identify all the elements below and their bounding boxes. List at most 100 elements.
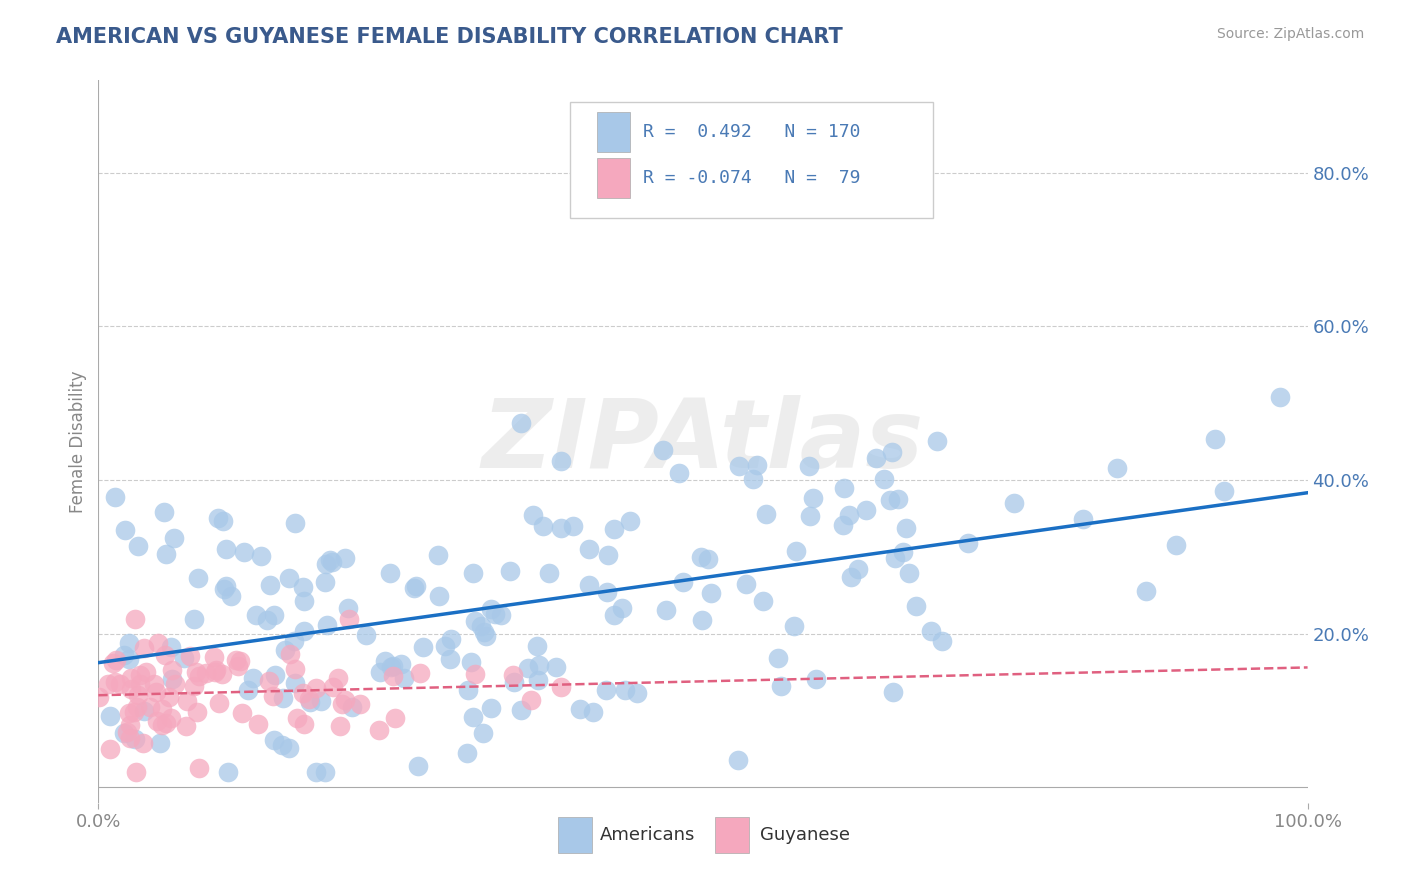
Point [734, 577, 756, 591]
Point [145, 685, 167, 699]
Point [186, 705, 208, 719]
Point [160, 663, 183, 677]
Point [799, 459, 821, 474]
Point [905, 599, 928, 613]
Point [337, 612, 360, 626]
Point [134, 640, 156, 655]
Point [368, 665, 391, 679]
Point [502, 668, 524, 682]
Point [520, 693, 543, 707]
Point [1212, 483, 1234, 498]
Text: Guyanese: Guyanese [759, 826, 849, 845]
Point [333, 551, 356, 566]
Point [409, 665, 432, 680]
Point [690, 549, 713, 564]
Point [152, 505, 174, 519]
Point [309, 694, 332, 708]
Point [117, 706, 139, 720]
Point [226, 659, 249, 673]
Point [879, 493, 901, 508]
Point [463, 710, 485, 724]
Point [380, 566, 402, 580]
Point [865, 450, 887, 465]
Point [204, 650, 226, 665]
Point [957, 535, 980, 549]
Point [434, 639, 457, 653]
Point [389, 657, 412, 671]
Point [297, 692, 319, 706]
Point [839, 570, 862, 584]
Point [873, 472, 896, 486]
Point [596, 584, 619, 599]
Point [139, 699, 162, 714]
Point [125, 765, 148, 780]
Point [149, 736, 172, 750]
Point [381, 659, 404, 673]
Point [610, 600, 633, 615]
Point [127, 688, 149, 702]
Point [124, 731, 146, 746]
Text: AMERICAN VS GUYANESE FEMALE DISABILITY CORRELATION CHART: AMERICAN VS GUYANESE FEMALE DISABILITY C… [56, 27, 844, 46]
Point [752, 594, 775, 608]
Point [215, 541, 238, 556]
Point [316, 617, 339, 632]
Point [160, 673, 183, 687]
Point [187, 669, 209, 683]
Point [402, 581, 425, 595]
Point [745, 458, 768, 473]
Point [204, 665, 226, 679]
Point [582, 706, 605, 720]
Point [292, 581, 315, 595]
Point [284, 675, 307, 690]
Point [278, 647, 301, 661]
Point [132, 736, 155, 750]
Point [832, 518, 855, 533]
Point [1107, 461, 1129, 475]
Point [626, 686, 648, 700]
Point [382, 668, 405, 682]
Point [98, 741, 121, 756]
Point [112, 726, 135, 740]
Point [118, 652, 141, 666]
Point [160, 640, 183, 654]
Point [208, 696, 231, 710]
Point [550, 454, 572, 468]
Point [886, 492, 908, 507]
Point [120, 671, 142, 685]
Point [212, 514, 235, 528]
Point [110, 677, 132, 691]
Point [184, 665, 207, 679]
Point [354, 628, 377, 642]
Text: ZIPAtlas: ZIPAtlas [482, 395, 924, 488]
Point [783, 619, 806, 633]
Point [509, 416, 531, 430]
Point [292, 624, 315, 639]
Point [503, 674, 526, 689]
Point [155, 648, 177, 663]
Point [883, 550, 905, 565]
Point [527, 673, 550, 688]
Point [460, 656, 482, 670]
Point [333, 692, 356, 706]
Point [727, 753, 749, 767]
Point [475, 629, 498, 643]
Point [742, 472, 765, 486]
Point [329, 719, 352, 733]
Point [194, 665, 217, 680]
Point [155, 715, 177, 730]
Point [337, 601, 360, 615]
Point [499, 564, 522, 578]
Point [263, 733, 285, 747]
Bar [596, 159, 630, 198]
Point [522, 508, 544, 522]
Point [619, 514, 641, 528]
Point [517, 661, 540, 675]
Point [1135, 583, 1157, 598]
Point [120, 731, 142, 746]
Point [124, 612, 146, 626]
Point [562, 518, 585, 533]
Point [700, 585, 723, 599]
Point [242, 672, 264, 686]
Point [766, 650, 789, 665]
Point [104, 490, 127, 504]
